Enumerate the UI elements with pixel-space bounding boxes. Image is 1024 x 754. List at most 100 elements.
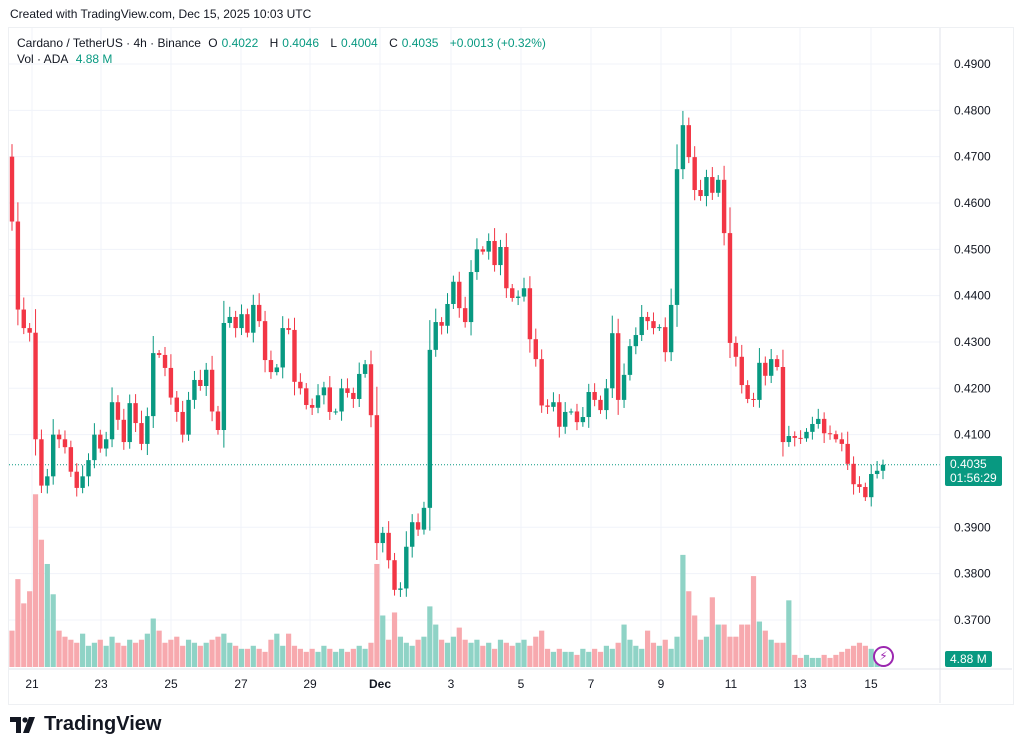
candle-body bbox=[480, 249, 486, 252]
volume-bar bbox=[409, 645, 415, 667]
candle-body bbox=[574, 411, 580, 423]
x-tick-label: 11 bbox=[725, 677, 738, 691]
volume-bar bbox=[650, 642, 657, 667]
candle-body bbox=[833, 434, 839, 440]
candle-body bbox=[804, 431, 809, 439]
candle-body bbox=[763, 362, 768, 376]
volume-bar bbox=[533, 636, 539, 667]
volume-bar bbox=[521, 639, 527, 667]
volume-bar bbox=[439, 639, 445, 667]
volume-bar bbox=[603, 645, 609, 667]
axes: 0.4900 0.4800 0.4700 0.4600 0.4500 0.4400 0.43… bbox=[9, 28, 1012, 703]
candle-body bbox=[351, 392, 356, 399]
candle-body bbox=[421, 507, 427, 530]
volume-bar bbox=[656, 645, 662, 667]
volume-bar bbox=[132, 642, 139, 667]
volume-bar bbox=[421, 636, 427, 667]
y-tick-label: 0.4500 bbox=[954, 242, 991, 256]
volume-bar bbox=[639, 648, 645, 667]
volume-bar bbox=[562, 651, 568, 667]
volume-bar bbox=[556, 648, 562, 667]
candle-body bbox=[280, 328, 285, 368]
volume-bar bbox=[309, 648, 315, 667]
candle-body bbox=[315, 395, 321, 408]
volume-bar bbox=[174, 636, 180, 667]
volume-bar bbox=[191, 642, 198, 667]
candle-body bbox=[533, 339, 538, 360]
volume-bar bbox=[733, 636, 739, 667]
candle-body bbox=[80, 476, 85, 488]
volume-bar bbox=[462, 639, 468, 667]
y-tick-label: 0.4600 bbox=[954, 196, 991, 210]
candle-body bbox=[368, 364, 374, 416]
candle-body bbox=[221, 322, 227, 431]
volume-bar bbox=[815, 657, 821, 667]
candle-body bbox=[304, 388, 309, 405]
volume-bar bbox=[150, 618, 156, 667]
y-tick-label: 0.4800 bbox=[954, 103, 991, 117]
volume-bar bbox=[833, 654, 839, 667]
volume-bar bbox=[203, 642, 209, 667]
candle-body bbox=[680, 125, 686, 170]
created-with-watermark: Created with TradingView.com, Dec 15, 20… bbox=[10, 7, 312, 21]
candle-body bbox=[115, 402, 121, 420]
candle-body bbox=[98, 434, 103, 449]
volume-bar bbox=[803, 654, 810, 667]
candle-body bbox=[798, 437, 803, 439]
volume-bar bbox=[286, 633, 292, 667]
volume-bar bbox=[550, 651, 557, 667]
high-value: H 0.4046 bbox=[269, 36, 319, 50]
volume-bar bbox=[74, 642, 80, 667]
candle-body bbox=[486, 240, 491, 252]
tradingview-logo-icon bbox=[10, 716, 35, 733]
chart-frame bbox=[8, 27, 1014, 705]
candle-body bbox=[357, 373, 362, 399]
candle-body bbox=[339, 388, 344, 412]
volume-bar bbox=[115, 642, 121, 667]
volume-bar bbox=[756, 621, 763, 667]
candle-body bbox=[298, 381, 303, 389]
candle-body bbox=[386, 532, 391, 561]
volume-bar bbox=[792, 654, 798, 667]
candle-body bbox=[239, 314, 244, 329]
volume-bar bbox=[527, 645, 533, 667]
candle-body bbox=[580, 417, 586, 423]
tradingview-logo[interactable]: TradingView bbox=[10, 713, 161, 736]
candle-body bbox=[198, 379, 203, 386]
candle-body bbox=[21, 309, 26, 329]
candle-body bbox=[204, 369, 209, 386]
volume-bar bbox=[456, 627, 462, 667]
volume-bar bbox=[515, 642, 521, 667]
candle-body bbox=[598, 399, 603, 411]
candle-body bbox=[62, 439, 68, 448]
volume-bar bbox=[586, 651, 592, 667]
volume-bar bbox=[633, 645, 639, 667]
x-tick-label: 7 bbox=[588, 677, 595, 691]
candle-body bbox=[686, 125, 691, 158]
candle-body bbox=[215, 411, 221, 431]
symbol-title[interactable]: Cardano / TetherUS · 4h · Binance bbox=[17, 36, 201, 50]
candle-body bbox=[757, 362, 762, 400]
candle-body bbox=[504, 247, 509, 289]
candle-body bbox=[256, 304, 262, 322]
candle-body bbox=[33, 332, 38, 440]
volume-label[interactable]: Vol · ADA bbox=[17, 52, 69, 66]
candle-body bbox=[645, 316, 650, 322]
volume-bar bbox=[291, 645, 298, 667]
candle-body bbox=[39, 439, 44, 486]
volume-bar bbox=[221, 633, 227, 667]
candle-body bbox=[121, 419, 127, 443]
legend: Cardano / TetherUS · 4h · Binance O 0.402… bbox=[17, 35, 550, 67]
volume-bar bbox=[15, 579, 21, 667]
candle-body bbox=[857, 484, 862, 487]
volume-bar bbox=[433, 624, 439, 667]
volume-bar bbox=[327, 648, 333, 667]
candle-body bbox=[674, 169, 680, 305]
volume-bar bbox=[397, 636, 404, 667]
candle-body bbox=[710, 177, 715, 193]
candle-body bbox=[733, 342, 739, 357]
volume-bar bbox=[103, 645, 109, 667]
candle-body bbox=[186, 399, 191, 435]
lightning-icon[interactable]: ⚡︎ bbox=[873, 646, 894, 667]
